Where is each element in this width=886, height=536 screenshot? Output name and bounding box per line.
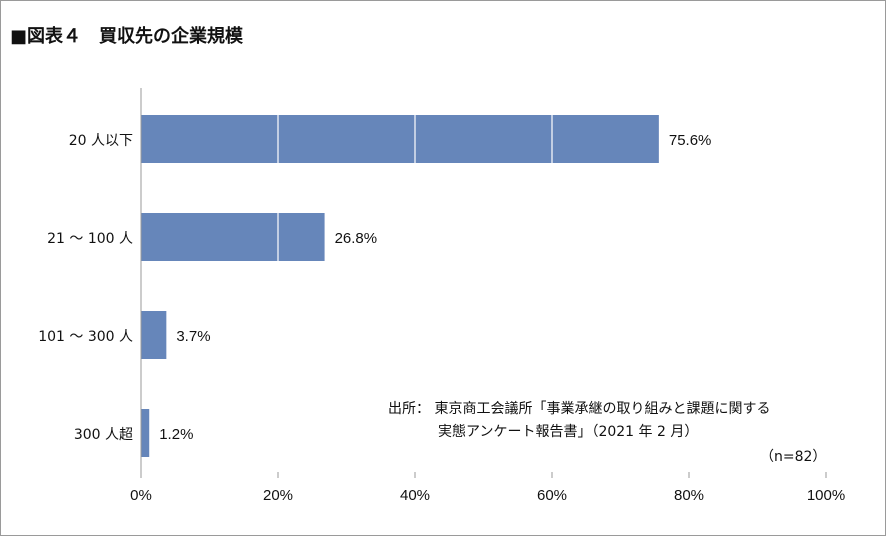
bar-0 (141, 115, 659, 163)
source-note-line1: 出所： 東京商工会議所「事業承継の取り組みと課題に関する (388, 401, 771, 417)
x-tick-label: 20% (263, 487, 293, 504)
x-tick-label: 60% (537, 487, 567, 504)
category-label-1: 21 ～ 100 人 (47, 231, 133, 247)
bar-2 (141, 311, 167, 359)
value-label-0: 75.6% (669, 132, 712, 149)
x-tick-label: 0% (130, 487, 152, 504)
source-note-line2: 実態アンケート報告書」（2021 年 2 月） (438, 424, 699, 440)
x-tick-label: 100% (807, 487, 845, 504)
category-label-3: 300 人超 (74, 427, 133, 443)
category-label-0: 20 人以下 (69, 133, 133, 149)
value-label-2: 3.7% (176, 328, 210, 345)
value-label-3: 1.2% (159, 426, 193, 443)
category-label-2: 101 ～ 300 人 (38, 329, 133, 345)
x-tick-label: 40% (400, 487, 430, 504)
bar-1 (141, 213, 325, 261)
chart-title: ■図表４ 買収先の企業規模 (10, 26, 244, 47)
x-tick-label: 80% (674, 487, 704, 504)
value-label-1: 26.8% (335, 230, 378, 247)
bar-3 (141, 409, 150, 457)
sample-size: （n=82） (760, 449, 827, 465)
